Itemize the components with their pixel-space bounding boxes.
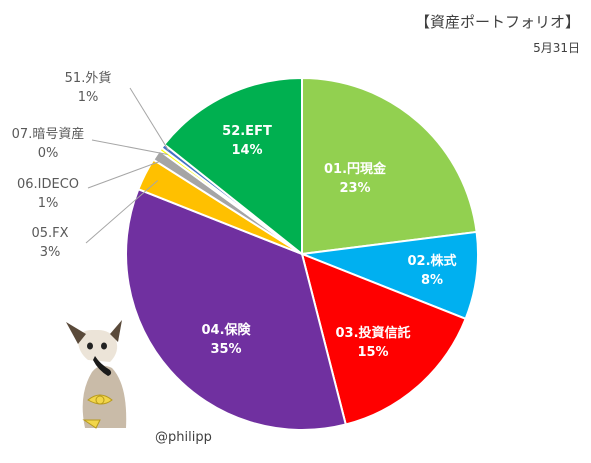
pie-slice-01	[301, 76, 478, 256]
slice-label-01: 01.円現金	[324, 161, 387, 177]
slice-label-06ideco: 06.IDECO	[17, 177, 79, 192]
leader-line-07	[91, 139, 168, 155]
pie-slice-02	[301, 230, 479, 321]
slice-pct-02: 8%	[421, 273, 443, 288]
leader-line-05fx	[85, 180, 159, 244]
slice-label-51: 51.外貨	[65, 70, 112, 86]
slice-label-04: 04.保険	[201, 322, 251, 338]
slice-pct-07: 0%	[38, 146, 59, 161]
slice-label-05fx: 05.FX	[31, 226, 68, 241]
pie-slice-04	[125, 187, 347, 431]
slice-label-52eft: 52.EFT	[222, 124, 272, 139]
credit-label: @philipp	[155, 430, 212, 445]
slice-pct-01: 23%	[339, 181, 370, 196]
slice-pct-03: 15%	[357, 345, 388, 360]
slice-label-02: 02.株式	[407, 253, 456, 269]
leader-line-51	[129, 87, 169, 151]
slice-label-03: 03.投資信託	[335, 325, 410, 341]
slice-pct-06ideco: 1%	[38, 196, 59, 211]
slice-pct-04: 35%	[210, 342, 241, 357]
leader-line-06ideco	[87, 159, 164, 189]
slice-pct-51: 1%	[78, 90, 99, 105]
slice-label-07: 07.暗号資産	[12, 126, 85, 142]
chart-date: 5月31日	[533, 41, 580, 55]
pie-slice-03	[300, 252, 467, 426]
slice-pct-05fx: 3%	[40, 245, 61, 260]
slice-pct-52eft: 14%	[231, 143, 262, 158]
chart-title: 【資産ポートフォリオ】	[415, 13, 580, 31]
cat-mascot-icon	[66, 320, 127, 429]
pie-slice-52eft	[162, 76, 303, 257]
